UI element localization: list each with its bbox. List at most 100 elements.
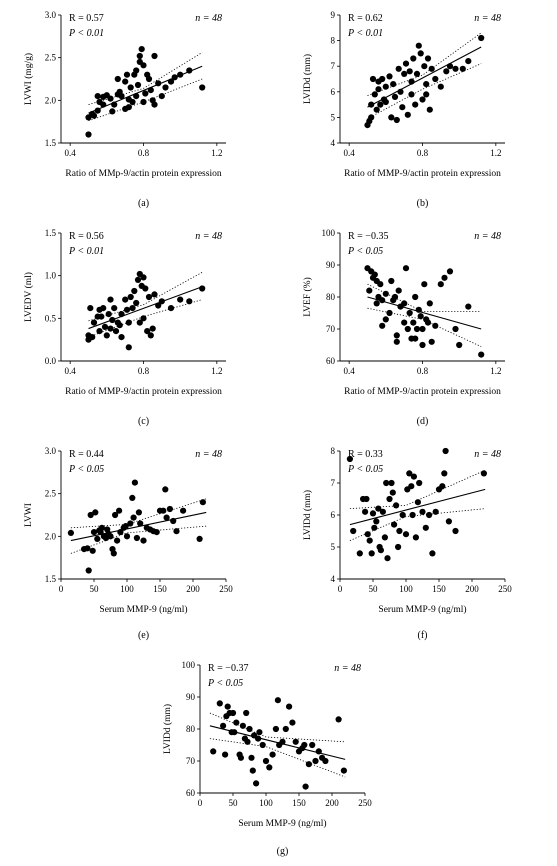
data-point — [266, 764, 273, 771]
p-value-label: P < 0.05 — [347, 464, 383, 475]
data-point — [382, 83, 389, 90]
data-point — [131, 287, 138, 295]
p-value-label: P < 0.01 — [68, 28, 104, 39]
data-point — [417, 313, 424, 320]
data-point — [356, 550, 363, 557]
data-point — [366, 287, 373, 294]
sample-size-label: n = 48 — [474, 231, 501, 242]
data-point — [395, 543, 402, 551]
x-tick-label: 100 — [399, 584, 413, 594]
data-point — [114, 537, 121, 544]
data-point — [117, 529, 124, 536]
data-point — [399, 104, 406, 111]
sample-size-label: n = 48 — [474, 13, 501, 24]
data-point — [452, 325, 459, 333]
x-tick-label: 1.2 — [490, 366, 501, 376]
data-point — [426, 511, 433, 519]
data-point — [404, 111, 411, 118]
y-tick-label: 0.0 — [45, 356, 57, 366]
data-point — [133, 93, 140, 100]
data-point — [322, 757, 329, 765]
correlation-r-label: R = 0.62 — [348, 13, 383, 24]
data-point — [180, 507, 187, 514]
data-point — [177, 71, 184, 78]
data-point — [167, 78, 175, 85]
data-point — [167, 305, 175, 312]
data-point — [393, 502, 400, 509]
data-point — [158, 298, 165, 305]
data-point — [459, 65, 466, 72]
panel-letter: (b) — [417, 198, 429, 209]
data-point — [255, 735, 262, 742]
data-point — [135, 509, 142, 516]
data-point — [196, 535, 203, 542]
data-point — [162, 84, 169, 91]
data-point — [107, 296, 114, 303]
data-point — [379, 322, 386, 329]
data-point — [137, 520, 144, 527]
data-point — [111, 101, 118, 108]
data-point — [87, 305, 94, 312]
data-point — [406, 470, 413, 477]
data-point — [125, 104, 132, 111]
data-point — [443, 68, 450, 75]
data-point — [364, 531, 371, 538]
data-point — [210, 748, 217, 755]
data-point — [140, 315, 147, 322]
data-point — [373, 106, 380, 113]
data-point — [118, 93, 125, 100]
data-point — [419, 325, 426, 333]
data-point — [134, 81, 142, 89]
y-tick-label: 60 — [326, 356, 336, 366]
data-point — [136, 319, 143, 326]
data-point — [163, 514, 170, 521]
data-point — [116, 322, 123, 329]
data-point — [151, 52, 158, 60]
data-point — [346, 455, 353, 463]
y-tick-label: 7 — [331, 61, 336, 71]
data-point — [422, 524, 429, 531]
data-point — [246, 725, 253, 733]
x-tick-label: 100 — [120, 584, 134, 594]
data-point — [133, 534, 140, 542]
data-point — [170, 517, 177, 525]
data-point — [384, 555, 391, 562]
confidence-band-lower — [88, 299, 203, 338]
data-point — [118, 311, 125, 318]
data-point — [414, 499, 421, 506]
data-point — [233, 719, 240, 726]
x-tick-label: 0.4 — [65, 148, 77, 158]
data-point — [437, 83, 444, 90]
confidence-band-upper — [70, 498, 207, 529]
data-point — [85, 567, 92, 574]
data-point — [222, 751, 229, 758]
data-point — [381, 534, 388, 541]
data-point — [309, 741, 316, 749]
data-point — [151, 291, 158, 298]
x-tick-label: 250 — [219, 584, 233, 594]
data-point — [390, 81, 397, 88]
confidence-band-lower — [367, 63, 482, 120]
data-point — [229, 709, 237, 717]
data-point — [340, 767, 347, 774]
data-point — [409, 511, 416, 519]
x-tick-label: 200 — [465, 584, 479, 594]
confidence-band-upper — [367, 283, 482, 312]
data-point — [155, 302, 162, 309]
y-axis-label: LVIDd (mm) — [162, 704, 173, 754]
panel-letter: (c) — [138, 416, 149, 427]
sample-size-label: n = 48 — [195, 449, 222, 460]
data-point — [89, 547, 96, 554]
data-point — [289, 719, 296, 726]
x-tick-label: 0 — [59, 584, 64, 594]
scatter-chart-e: 1.5 2.0 2.5 3.0 0 50 100 150 200 250 Serum MMP-9 (… — [24, 446, 233, 641]
data-point — [94, 535, 101, 542]
data-point — [305, 761, 312, 768]
x-tick-label: 0.8 — [417, 366, 429, 376]
y-tick-label: 90 — [326, 260, 336, 270]
data-point — [406, 309, 413, 317]
data-point — [368, 101, 375, 108]
data-point — [129, 305, 136, 312]
data-point — [369, 510, 377, 517]
data-point — [122, 296, 129, 303]
